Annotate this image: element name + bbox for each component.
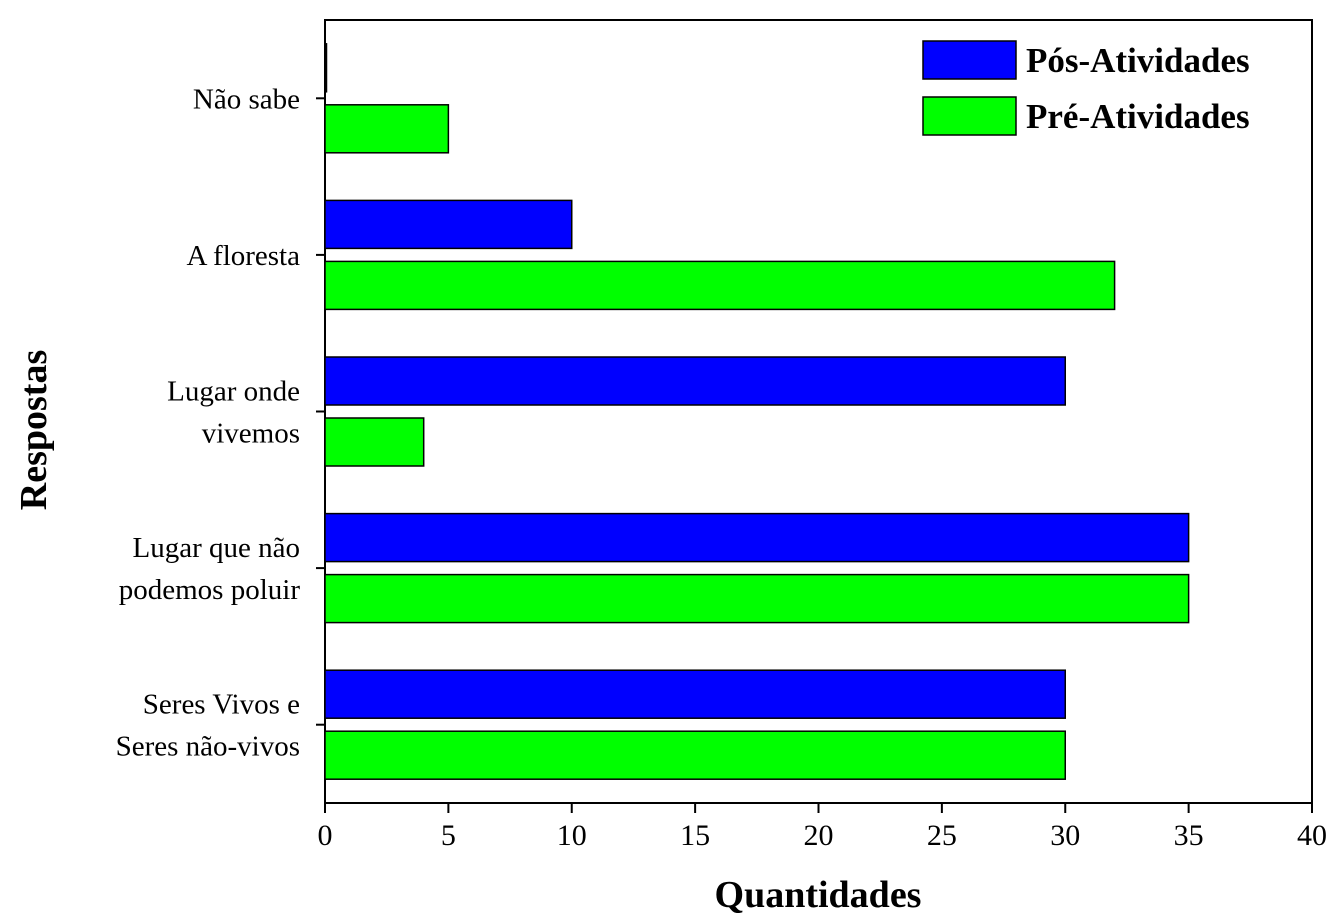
x-tick-label-15: 15 — [680, 819, 710, 852]
bar-pos-2 — [324, 356, 1066, 406]
legend-swatch-pos — [922, 40, 1017, 80]
category-label-3: Lugar que não podemos poluir — [119, 532, 301, 606]
category-label-2: Lugar onde vivemos — [167, 376, 300, 450]
bar-pre-0 — [324, 104, 450, 154]
bar-pre-3 — [324, 573, 1190, 624]
y-axis-title: Respostas — [13, 350, 55, 510]
legend-label-pre: Pré-Atividades — [1026, 97, 1250, 136]
bar-pre-1 — [324, 260, 1116, 311]
bar-pos-1 — [324, 199, 573, 250]
bars-group — [324, 43, 1190, 780]
x-tick-label-25: 25 — [927, 819, 957, 852]
bar-pos-4 — [324, 669, 1066, 719]
category-label-line: Seres não-vivos — [116, 731, 300, 763]
legend-swatch-pre — [922, 96, 1017, 136]
x-axis-title: Quantidades — [715, 874, 922, 916]
x-tick-label-30: 30 — [1050, 819, 1080, 852]
bar-pos-3 — [324, 512, 1190, 563]
x-tick-label-5: 5 — [441, 819, 456, 852]
x-tick-label-10: 10 — [557, 819, 587, 852]
bar-pre-2 — [324, 417, 425, 467]
legend: Pós-Atividades Pré-Atividades — [922, 40, 1250, 136]
x-tick-label-20: 20 — [804, 819, 834, 852]
category-label-4: Seres Vivos e Seres não-vivos — [116, 689, 300, 763]
bar-pre-4 — [324, 730, 1066, 780]
category-label-1: A floresta — [186, 240, 300, 272]
category-label-line: vivemos — [202, 418, 300, 450]
category-label-0: Não sabe — [193, 83, 300, 115]
category-label-line: Lugar onde — [167, 376, 300, 408]
category-label-line: Seres Vivos e — [143, 689, 300, 721]
category-label-line: Não sabe — [193, 83, 300, 115]
legend-label-pos: Pós-Atividades — [1026, 41, 1250, 80]
x-tick-label-0: 0 — [318, 819, 333, 852]
category-label-line: podemos poluir — [119, 574, 301, 606]
x-tick-label-35: 35 — [1174, 819, 1204, 852]
category-label-line: Lugar que não — [133, 532, 301, 564]
category-label-line: A floresta — [186, 240, 300, 272]
bar-pos-0 — [324, 43, 328, 93]
x-tick-label-40: 40 — [1297, 819, 1327, 852]
x-axis: 0 5 10 15 20 25 30 35 40 — [318, 803, 1327, 852]
